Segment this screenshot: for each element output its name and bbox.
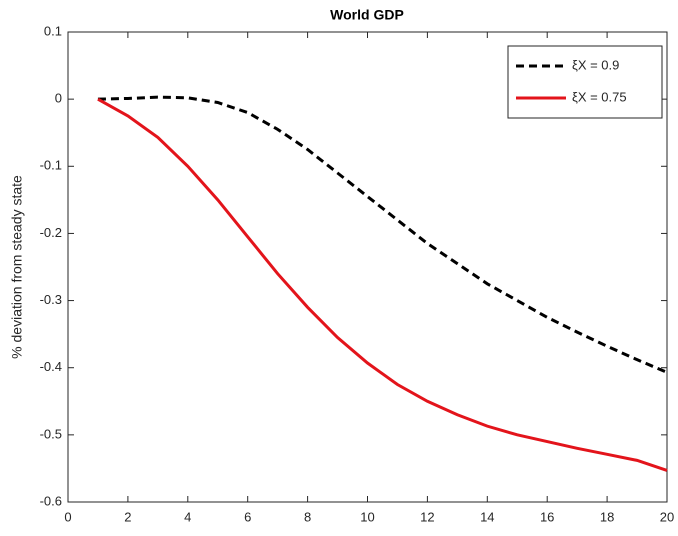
y-tick-label: 0 <box>55 91 62 106</box>
x-tick-label: 8 <box>304 509 311 524</box>
y-tick-label: -0.1 <box>40 158 62 173</box>
chart-title: World GDP <box>330 7 404 23</box>
y-axis-label: % deviation from steady state <box>9 175 25 359</box>
x-tick-label: 10 <box>360 509 374 524</box>
y-tick-label: -0.6 <box>40 493 62 508</box>
y-tick-label: -0.5 <box>40 426 62 441</box>
x-tick-label: 0 <box>64 509 71 524</box>
x-tick-label: 16 <box>540 509 554 524</box>
x-tick-label: 12 <box>420 509 434 524</box>
y-tick-label: -0.2 <box>40 225 62 240</box>
x-tick-label: 4 <box>184 509 191 524</box>
x-tick-label: 14 <box>480 509 494 524</box>
x-tick-label: 6 <box>244 509 251 524</box>
x-tick-label: 20 <box>660 509 674 524</box>
y-tick-label: -0.3 <box>40 292 62 307</box>
series-line <box>97 97 668 472</box>
legend-box <box>507 45 663 119</box>
legend-label: ξX = 0.9 <box>572 57 619 72</box>
x-tick-label: 2 <box>124 509 131 524</box>
legend-label: ξX = 0.75 <box>572 89 627 104</box>
series-line <box>97 95 668 374</box>
y-tick-label: -0.4 <box>40 359 62 374</box>
y-tick-label: 0.1 <box>44 23 62 38</box>
x-tick-label: 18 <box>600 509 614 524</box>
